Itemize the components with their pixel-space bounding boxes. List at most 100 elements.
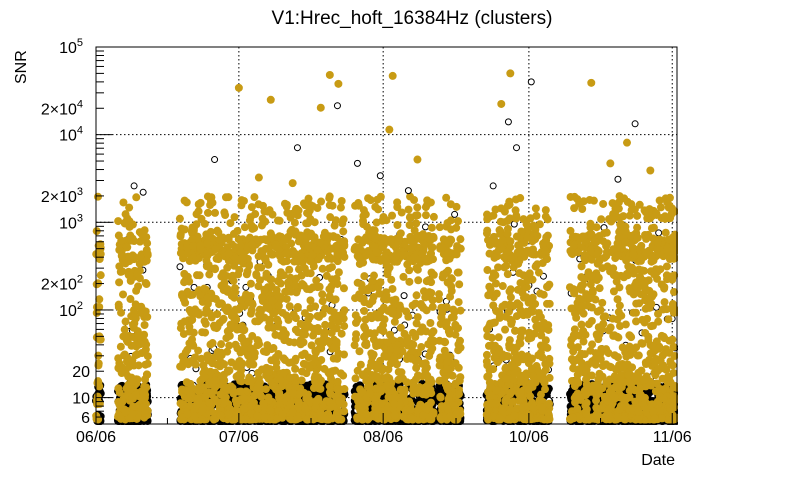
- cluster-point: [413, 386, 421, 394]
- cluster-point: [384, 338, 392, 346]
- cluster-point: [360, 323, 368, 331]
- cluster-point: [380, 295, 388, 303]
- cluster-point: [271, 331, 279, 339]
- cluster-point: [283, 209, 291, 217]
- cluster-point: [414, 266, 422, 274]
- cluster-point: [426, 319, 434, 327]
- cluster-point: [368, 353, 376, 361]
- cluster-point: [139, 233, 147, 241]
- cluster-point: [289, 389, 297, 397]
- cluster-point: [180, 270, 188, 278]
- cluster-point: [180, 278, 188, 286]
- cluster-point: [114, 217, 122, 225]
- cluster-point: [132, 314, 140, 322]
- cluster-point: [355, 254, 363, 262]
- cluster-point: [189, 242, 197, 250]
- cluster-point: [414, 256, 422, 264]
- cluster-point: [326, 201, 334, 209]
- cluster-point: [388, 285, 396, 293]
- cluster-point: [386, 264, 394, 272]
- cluster-point: [354, 367, 362, 375]
- cluster-point: [214, 228, 222, 236]
- cluster-point: [447, 200, 455, 208]
- cluster-point: [352, 311, 360, 319]
- cluster-point: [283, 201, 291, 209]
- cluster-point: [258, 221, 266, 229]
- cluster-point: [121, 326, 129, 334]
- cluster-point: [371, 329, 379, 337]
- cluster-point: [254, 405, 262, 413]
- cluster-point: [340, 351, 348, 359]
- cluster-point: [223, 264, 231, 272]
- cluster-point: [421, 359, 429, 367]
- cluster-point: [177, 232, 185, 240]
- cluster-point: [260, 314, 268, 322]
- cluster-point: [304, 219, 312, 227]
- cluster-point: [257, 264, 265, 272]
- cluster-point: [435, 295, 443, 303]
- cluster-point: [194, 347, 202, 355]
- cluster-point: [359, 220, 367, 228]
- cluster-point: [251, 317, 259, 325]
- cluster-point: [306, 296, 314, 304]
- cluster-point: [332, 216, 340, 224]
- cluster-point: [360, 307, 368, 315]
- cluster-point: [424, 385, 432, 393]
- cluster-point: [124, 338, 132, 346]
- open-marker-point: [656, 230, 662, 236]
- cluster-point: [224, 327, 232, 335]
- cluster-point: [221, 211, 229, 219]
- cluster-point: [370, 272, 378, 280]
- cluster-point: [200, 285, 208, 293]
- cluster-point: [141, 321, 149, 329]
- cluster-point: [443, 383, 451, 391]
- cluster-point: [505, 344, 513, 352]
- cluster-point: [134, 282, 142, 290]
- cluster-point: [362, 210, 370, 218]
- cluster-point: [282, 249, 290, 257]
- cluster-point: [258, 248, 266, 256]
- cluster-point: [242, 339, 250, 347]
- cluster-point: [304, 241, 312, 249]
- cluster-point: [121, 259, 129, 267]
- cluster-point: [374, 205, 382, 213]
- cluster-point: [278, 410, 286, 418]
- cluster-point: [197, 355, 205, 363]
- cluster-point: [220, 376, 228, 384]
- cluster-point: [411, 333, 419, 341]
- cluster-point: [315, 313, 323, 321]
- cluster-point: [340, 385, 348, 393]
- cluster-point: [303, 415, 311, 423]
- cluster-point: [182, 357, 190, 365]
- cluster-point: [340, 407, 348, 415]
- cluster-point: [414, 276, 422, 284]
- cluster-point: [205, 399, 213, 407]
- open-marker-point: [422, 224, 428, 230]
- cluster-point: [338, 197, 346, 205]
- cluster-point: [333, 324, 341, 332]
- cluster-point: [455, 269, 463, 277]
- cluster-point: [312, 276, 320, 284]
- cluster-point: [322, 233, 330, 241]
- cluster-point: [197, 199, 205, 207]
- cluster-point: [537, 349, 545, 357]
- cluster-point: [397, 324, 405, 332]
- cluster-point: [399, 273, 407, 281]
- cluster-point: [260, 207, 268, 215]
- cluster-point: [379, 213, 387, 221]
- cluster-point: [306, 364, 314, 372]
- cluster-point: [177, 324, 185, 332]
- cluster-point: [248, 203, 256, 211]
- cluster-point: [202, 320, 210, 328]
- cluster-point: [277, 376, 285, 384]
- cluster-point: [254, 384, 262, 392]
- cluster-point: [423, 196, 431, 204]
- cluster-point: [196, 271, 204, 279]
- cluster-point: [190, 329, 198, 337]
- cluster-point: [301, 201, 309, 209]
- cluster-point: [115, 232, 123, 240]
- cluster-point: [455, 298, 463, 306]
- cluster-point: [333, 338, 341, 346]
- cluster-point: [379, 321, 387, 329]
- cluster-point: [260, 286, 268, 294]
